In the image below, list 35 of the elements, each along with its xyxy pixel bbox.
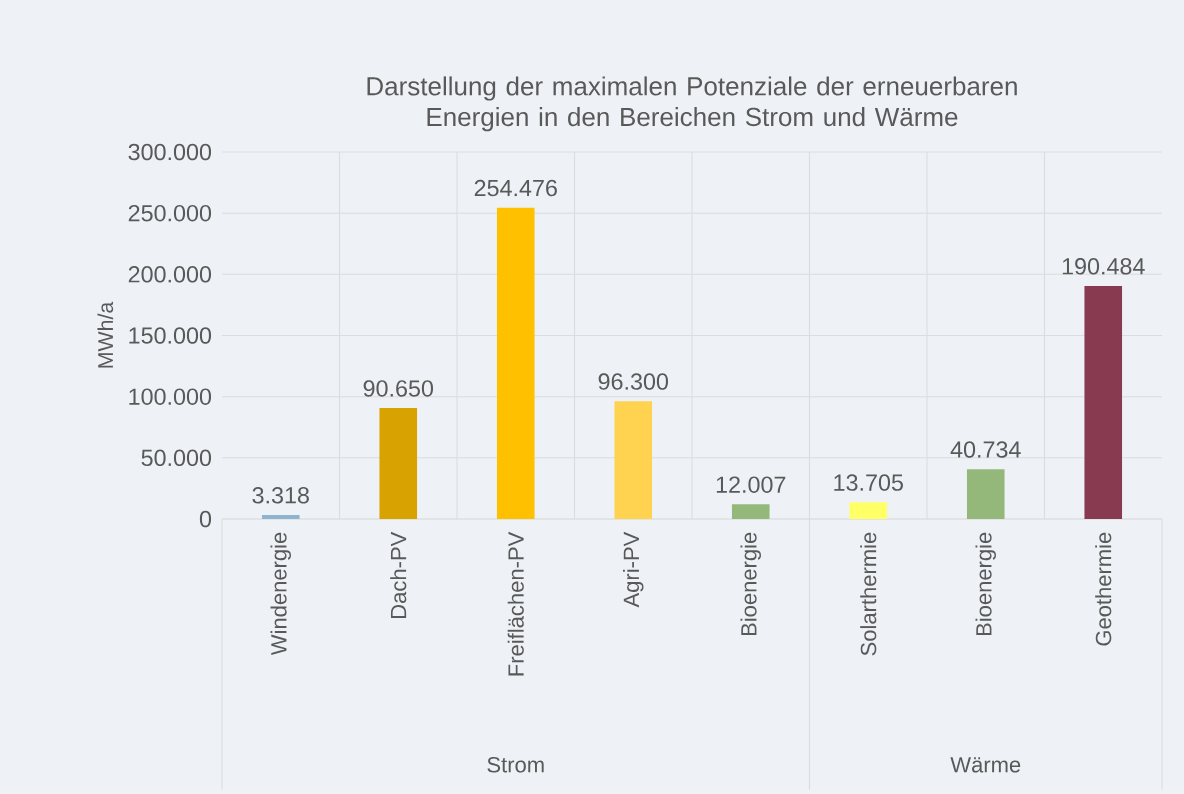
x-tick-label: Solarthermie <box>860 532 877 656</box>
y-tick-label: 250.000 <box>128 204 212 222</box>
bar <box>731 504 770 519</box>
x-tick-label: Geothermie <box>1095 532 1112 646</box>
y-tick-label: 50.000 <box>141 449 212 467</box>
bar <box>379 408 418 519</box>
data-label: 12.007 <box>716 476 786 493</box>
data-label: 13.705 <box>834 474 903 491</box>
bar <box>849 502 888 519</box>
chart-title: Darstellung der maximalen Potenziale der erneuerbaren Energien in den Bereichen Strom und Wärme <box>367 76 1017 132</box>
bar <box>966 469 1005 519</box>
data-label: 3.318 <box>252 487 309 504</box>
x-tick-label: Windenergie <box>270 532 291 656</box>
x-tick-label: Freiflächen-PV <box>507 531 524 676</box>
x-tick-label: Dach-PV <box>390 531 407 618</box>
bar <box>614 401 653 519</box>
y-tick-label: 150.000 <box>129 327 212 344</box>
text: Wärme <box>950 757 1021 773</box>
bar <box>261 514 300 519</box>
data-label: 96.300 <box>598 373 669 390</box>
bar <box>1084 285 1123 519</box>
data-label: 190.484 <box>1062 258 1145 275</box>
x-tick-label: Agri-PV <box>623 531 644 608</box>
y-tick-label: 100.000 <box>129 388 212 405</box>
y-axis-title: MWh/a <box>97 301 114 368</box>
y-tick-label: 0 <box>199 510 212 528</box>
y-tick-label: 300.000 <box>128 143 212 161</box>
x-tick-label: Bioenergie <box>975 532 996 636</box>
text: Strom <box>487 756 544 773</box>
bar <box>496 207 535 519</box>
y-tick-label: 200.000 <box>128 266 212 283</box>
data-label: 40.734 <box>950 441 1021 458</box>
data-label: 90.650 <box>363 380 434 397</box>
data-label: 254.476 <box>474 179 557 197</box>
x-tick-label: Bioenergie <box>740 532 761 636</box>
